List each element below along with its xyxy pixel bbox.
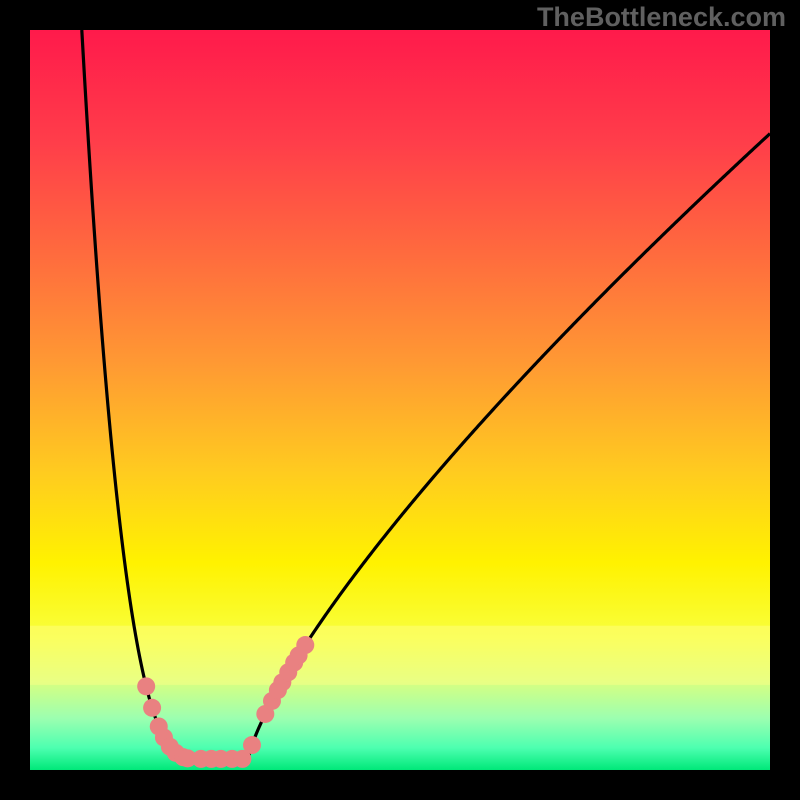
data-marker	[143, 699, 161, 717]
data-marker	[243, 736, 261, 754]
highlight-band	[30, 626, 770, 685]
data-marker	[296, 636, 314, 654]
data-marker	[137, 677, 155, 695]
bottleneck-chart	[0, 0, 800, 800]
watermark-text: TheBottleneck.com	[537, 2, 786, 33]
